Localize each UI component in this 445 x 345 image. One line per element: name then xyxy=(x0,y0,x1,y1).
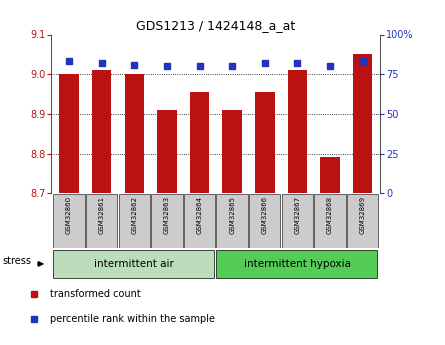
FancyBboxPatch shape xyxy=(151,194,182,248)
Bar xyxy=(92,70,112,193)
Text: percentile rank within the sample: percentile rank within the sample xyxy=(50,314,215,324)
Text: GSM32868: GSM32868 xyxy=(327,196,333,234)
Text: stress: stress xyxy=(3,256,32,266)
FancyBboxPatch shape xyxy=(216,250,377,278)
Text: GSM32869: GSM32869 xyxy=(360,196,365,234)
FancyBboxPatch shape xyxy=(249,194,280,248)
Text: GSM32864: GSM32864 xyxy=(197,196,202,234)
Text: GSM32865: GSM32865 xyxy=(229,196,235,234)
Title: GDS1213 / 1424148_a_at: GDS1213 / 1424148_a_at xyxy=(136,19,295,32)
Bar xyxy=(157,110,177,193)
Text: GSM32860: GSM32860 xyxy=(66,196,72,234)
FancyBboxPatch shape xyxy=(282,194,313,248)
Bar xyxy=(125,74,144,193)
Text: GSM32861: GSM32861 xyxy=(99,196,105,234)
FancyBboxPatch shape xyxy=(184,194,215,248)
Bar xyxy=(222,110,242,193)
Text: intermittent hypoxia: intermittent hypoxia xyxy=(244,259,351,269)
Bar xyxy=(190,92,209,193)
FancyBboxPatch shape xyxy=(86,194,117,248)
Text: GSM32863: GSM32863 xyxy=(164,196,170,234)
Bar xyxy=(255,92,275,193)
Bar xyxy=(320,157,340,193)
Bar xyxy=(353,54,372,193)
FancyBboxPatch shape xyxy=(53,194,85,248)
Text: GSM32862: GSM32862 xyxy=(131,196,138,234)
FancyBboxPatch shape xyxy=(53,250,214,278)
Text: GSM32866: GSM32866 xyxy=(262,196,268,234)
Text: transformed count: transformed count xyxy=(50,289,141,299)
FancyBboxPatch shape xyxy=(216,194,248,248)
Bar xyxy=(59,74,79,193)
Text: GSM32867: GSM32867 xyxy=(294,196,300,234)
Text: intermittent air: intermittent air xyxy=(94,259,174,269)
FancyBboxPatch shape xyxy=(314,194,346,248)
Bar xyxy=(287,70,307,193)
FancyBboxPatch shape xyxy=(119,194,150,248)
FancyBboxPatch shape xyxy=(347,194,378,248)
